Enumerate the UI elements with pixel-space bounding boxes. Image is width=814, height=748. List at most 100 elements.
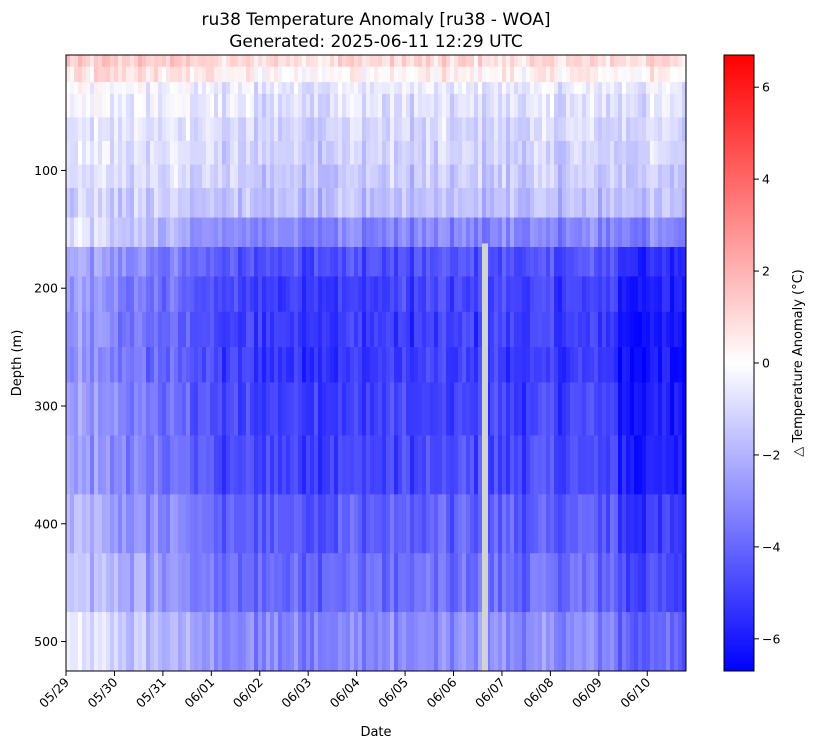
heatmap-cell — [202, 382, 207, 436]
heatmap-cell — [422, 217, 427, 248]
heatmap-cell — [470, 140, 475, 165]
heatmap-cell — [142, 553, 147, 613]
heatmap-cell — [402, 117, 407, 142]
heatmap-cell — [214, 612, 219, 672]
heatmap-cell — [186, 494, 191, 554]
heatmap-cell — [274, 55, 279, 68]
heatmap-cell — [90, 276, 95, 313]
heatmap-cell — [130, 311, 135, 348]
heatmap-cell — [574, 494, 579, 554]
heatmap-cell — [118, 140, 123, 165]
heatmap-cell — [514, 553, 519, 613]
heatmap-cell — [118, 117, 123, 142]
heatmap-cell — [210, 311, 215, 348]
heatmap-cell — [314, 140, 319, 165]
heatmap-cell — [406, 612, 411, 672]
heatmap-cell — [446, 382, 451, 436]
heatmap-cell — [554, 311, 559, 348]
heatmap-cell — [410, 553, 415, 613]
heatmap-cell — [514, 140, 519, 165]
heatmap-cell — [514, 82, 519, 95]
heatmap-cell — [174, 311, 179, 348]
heatmap-cell — [646, 93, 651, 118]
heatmap-cell — [426, 553, 431, 613]
heatmap-cell — [190, 382, 195, 436]
heatmap-cell — [318, 612, 323, 672]
heatmap-cell — [278, 311, 283, 348]
heatmap-cell — [222, 382, 227, 436]
heatmap-cell — [230, 82, 235, 95]
heatmap-cell — [514, 66, 519, 83]
heatmap-cell — [198, 276, 203, 313]
heatmap-cell — [494, 164, 499, 189]
y-tick-label: 200 — [34, 281, 58, 296]
heatmap-cell — [166, 276, 171, 313]
heatmap-cell — [418, 494, 423, 554]
heatmap-cell — [662, 82, 667, 95]
heatmap-cell — [598, 276, 603, 313]
heatmap-cell — [670, 93, 675, 118]
x-tick-label: 06/05 — [375, 675, 411, 711]
heatmap-cell — [226, 612, 231, 672]
heatmap-cell — [142, 612, 147, 672]
heatmap-cell — [314, 494, 319, 554]
heatmap-cell — [534, 140, 539, 165]
heatmap-cell — [274, 188, 279, 218]
heatmap-cell — [550, 93, 555, 118]
heatmap-cell — [354, 382, 359, 436]
heatmap-cell — [138, 66, 143, 83]
heatmap-cell — [574, 347, 579, 383]
heatmap-cell — [382, 246, 387, 277]
heatmap-cell — [282, 55, 287, 68]
colorbar-segment — [724, 427, 754, 432]
heatmap-cell — [514, 382, 519, 436]
heatmap-cell — [274, 612, 279, 672]
heatmap-cell — [302, 612, 307, 672]
heatmap-cell — [514, 494, 519, 554]
heatmap-cell — [354, 246, 359, 277]
heatmap-cell — [422, 612, 427, 672]
heatmap-cell — [234, 93, 239, 118]
heatmap-cell — [178, 140, 183, 165]
heatmap-cell — [394, 140, 399, 165]
heatmap-cell — [66, 276, 71, 313]
heatmap-cell — [294, 276, 299, 313]
heatmap-cell — [258, 117, 263, 142]
heatmap-cell — [90, 217, 95, 248]
heatmap-cell — [414, 246, 419, 277]
heatmap-cell — [214, 382, 219, 436]
heatmap-cell — [270, 311, 275, 348]
colorbar-segment — [724, 409, 754, 413]
heatmap-cell — [118, 553, 123, 613]
heatmap-cell — [406, 276, 411, 313]
heatmap-cell — [486, 246, 491, 277]
heatmap-cell — [410, 55, 415, 68]
heatmap-cell — [318, 553, 323, 613]
heatmap-cell — [662, 553, 667, 613]
heatmap-cell — [398, 494, 403, 554]
heatmap-cell — [102, 311, 107, 348]
colorbar-segment — [724, 597, 754, 601]
heatmap-cell — [358, 82, 363, 95]
colorbar-segment — [724, 553, 754, 558]
colorbar-segment — [724, 369, 754, 373]
heatmap-cell — [354, 311, 359, 348]
heatmap-cell — [410, 82, 415, 95]
heatmap-cell — [102, 164, 107, 189]
heatmap-cell — [270, 55, 275, 68]
heatmap-cell — [462, 382, 467, 436]
heatmap-cell — [190, 311, 195, 348]
heatmap-cell — [438, 276, 443, 313]
heatmap-cell — [286, 347, 291, 383]
heatmap-cell — [614, 494, 619, 554]
heatmap-cell — [210, 82, 215, 95]
heatmap-cell — [274, 93, 279, 118]
heatmap-cell — [462, 494, 467, 554]
heatmap-cell — [178, 93, 183, 118]
heatmap-cell — [118, 612, 123, 672]
heatmap-cell — [418, 276, 423, 313]
heatmap-cell — [418, 217, 423, 248]
heatmap-cell — [562, 140, 567, 165]
colorbar-segment — [724, 58, 754, 62]
heatmap-cell — [130, 494, 135, 554]
